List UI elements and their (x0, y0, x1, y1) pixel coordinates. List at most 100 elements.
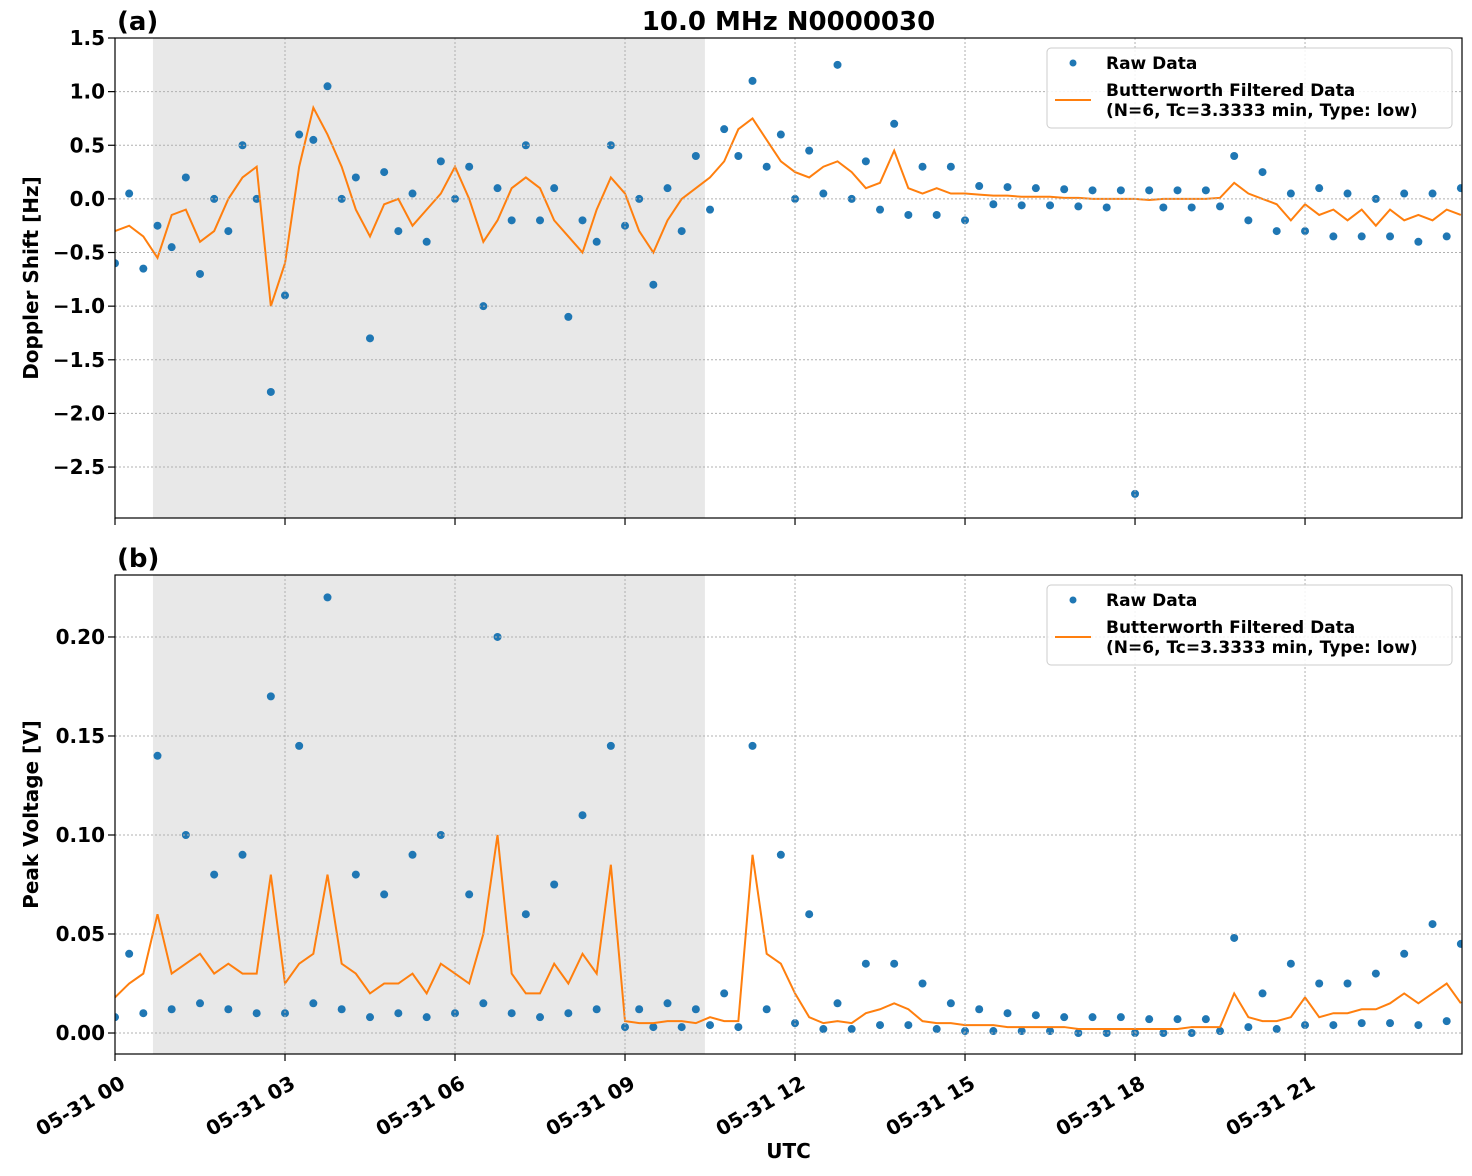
raw-point (224, 227, 233, 236)
raw-point (635, 1005, 644, 1014)
y-tick-label: 1.0 (70, 80, 105, 104)
raw-point (1442, 232, 1451, 241)
raw-point (1116, 1013, 1125, 1022)
raw-point (1003, 1009, 1012, 1018)
raw-point (507, 216, 516, 225)
raw-point (989, 200, 998, 209)
raw-point (1074, 202, 1083, 211)
legend-label-line: Raw Data (1106, 591, 1197, 611)
raw-point (1357, 1019, 1366, 1028)
y-tick-label: 0.20 (56, 625, 105, 649)
raw-point (521, 910, 530, 919)
raw-point (1456, 939, 1462, 948)
raw-point (295, 130, 304, 139)
raw-point (819, 1025, 828, 1034)
raw-point (1116, 186, 1125, 195)
raw-point (196, 999, 205, 1008)
shaded-span (152, 38, 705, 518)
raw-point (1031, 1011, 1040, 1020)
y-tick-label: −1.0 (53, 294, 105, 318)
raw-point (1017, 201, 1026, 210)
raw-point (323, 593, 332, 602)
y-tick-label: 0.05 (56, 922, 105, 946)
y-tick-label: 0.5 (70, 133, 105, 157)
axes-frame (114, 37, 1463, 519)
raw-point (536, 216, 545, 225)
raw-point (167, 243, 176, 252)
raw-point (1088, 1013, 1097, 1022)
x-axis-label: UTC (766, 1139, 811, 1163)
raw-point (1145, 1015, 1154, 1024)
raw-point (1272, 227, 1281, 236)
raw-point (1301, 1021, 1310, 1030)
axes-frame (114, 574, 1463, 1055)
raw-point (762, 1005, 771, 1014)
legend-marker (1069, 59, 1077, 67)
raw-point (266, 692, 275, 701)
legend-label: Butterworth Filtered Data (N=6, Tc=3.3333… (1106, 618, 1418, 658)
raw-point (196, 269, 205, 278)
y-tick-label: 0.10 (56, 823, 105, 847)
raw-point (167, 1005, 176, 1014)
raw-point (238, 141, 247, 150)
raw-point (606, 741, 615, 750)
raw-point (861, 157, 870, 166)
raw-point (1386, 1019, 1395, 1028)
raw-point (115, 1013, 119, 1022)
raw-point (422, 1013, 431, 1022)
raw-point (649, 1023, 658, 1032)
raw-point (932, 1025, 941, 1034)
raw-point (1244, 1023, 1253, 1032)
raw-point (550, 184, 559, 193)
legend-label: Raw Data (1106, 54, 1197, 74)
raw-point (975, 182, 984, 191)
raw-point (337, 1005, 346, 1014)
raw-point (1145, 186, 1154, 195)
raw-point (1258, 168, 1267, 177)
raw-point (351, 870, 360, 879)
raw-point (876, 1021, 885, 1030)
raw-point (1258, 989, 1267, 998)
legend-label-line: (N=6, Tc=3.3333 min, Type: low) (1106, 638, 1418, 658)
raw-point (465, 890, 474, 899)
raw-point (621, 221, 630, 230)
raw-point (238, 850, 247, 859)
x-tick-label: 05-31 00 (32, 1071, 130, 1141)
raw-point (564, 312, 573, 321)
raw-point (252, 1009, 261, 1018)
raw-point (918, 979, 927, 988)
raw-point (677, 227, 686, 236)
raw-point (1187, 203, 1196, 212)
raw-point (1173, 1015, 1182, 1024)
x-tick-label: 05-31 21 (1222, 1071, 1320, 1141)
raw-point (1031, 184, 1040, 193)
raw-point (578, 811, 587, 820)
legend-box (1046, 584, 1453, 666)
y-tick-label: 0.00 (56, 1021, 105, 1045)
legend-label-line: Butterworth Filtered Data (1106, 81, 1355, 101)
raw-point (1286, 959, 1295, 968)
raw-point (663, 184, 672, 193)
raw-point (578, 216, 587, 225)
y-tick-label: −1.5 (53, 348, 105, 372)
raw-point (663, 999, 672, 1008)
raw-point (691, 151, 700, 160)
raw-point (1003, 183, 1012, 192)
raw-point (762, 162, 771, 171)
raw-point (210, 870, 219, 879)
raw-point (1400, 189, 1409, 198)
plot-area (115, 38, 1462, 518)
raw-point (904, 1021, 913, 1030)
raw-point (181, 173, 190, 182)
legend-label-line: (N=6, Tc=3.3333 min, Type: low) (1106, 101, 1418, 121)
raw-point (1343, 979, 1352, 988)
raw-point (139, 1009, 148, 1018)
raw-point (1329, 1021, 1338, 1030)
raw-point (1386, 232, 1395, 241)
raw-point (1060, 1013, 1069, 1022)
raw-point (932, 210, 941, 219)
raw-point (115, 259, 119, 268)
raw-point (819, 189, 828, 198)
y-tick-label: 0.0 (70, 187, 105, 211)
